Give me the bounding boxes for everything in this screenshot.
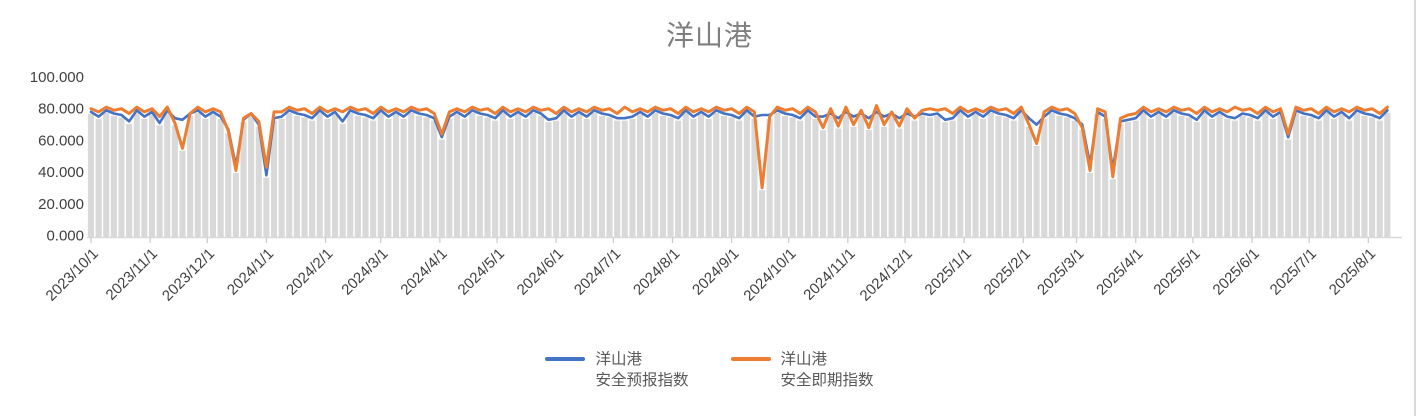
y-tick-label: 0.000 — [46, 228, 84, 245]
x-tick-label: 2024/4/1 — [397, 245, 450, 298]
x-tick-label: 2024/7/1 — [571, 245, 624, 298]
legend-label-forecast: 洋山港 安全预报指数 — [595, 349, 688, 391]
x-tick-label: 2025/6/1 — [1210, 245, 1263, 298]
series-lines — [89, 104, 1389, 190]
x-tick-label: 2023/11/1 — [103, 245, 161, 303]
x-tick-label: 2024/5/1 — [455, 245, 508, 298]
x-tick-label: 2025/8/1 — [1326, 245, 1379, 298]
x-tick-label: 2024/3/1 — [338, 245, 391, 298]
x-tick-label: 2025/7/1 — [1267, 245, 1320, 298]
x-tick-label: 2025/1/1 — [922, 245, 975, 298]
legend-label-forecast-line2: 安全预报指数 — [595, 372, 689, 389]
x-tick-label: 2024/12/1 — [857, 245, 916, 304]
chart-legend: 洋山港 安全预报指数 洋山港 安全即期指数 — [0, 349, 1419, 391]
x-tick-label: 2024/11/1 — [800, 245, 858, 303]
x-tick-label: 2023/12/1 — [159, 245, 218, 304]
series-line-spot — [89, 104, 1389, 190]
x-tick-label: 2024/10/1 — [740, 245, 799, 304]
chart-title: 洋山港 — [665, 20, 753, 51]
series-line-forecast — [89, 109, 1389, 177]
legend-label-spot: 洋山港 安全即期指数 — [781, 349, 874, 391]
y-tick-label: 100.000 — [30, 69, 84, 86]
legend-item-forecast[interactable]: 洋山港 安全预报指数 — [545, 349, 689, 391]
y-axis-labels: 0.000 20.000 40.000 60.000 80.000 100.000 — [30, 69, 84, 245]
x-tick-label: 2024/2/1 — [283, 245, 336, 298]
y-tick-label: 60.000 — [38, 132, 84, 149]
y-tick-label: 20.000 — [38, 196, 84, 213]
background-bars — [87, 112, 1391, 238]
x-tick-label: 2025/4/1 — [1093, 245, 1146, 298]
legend-label-forecast-line1: 洋山港 — [595, 351, 642, 368]
y-tick-label: 80.000 — [38, 101, 84, 118]
legend-label-spot-line1: 洋山港 — [780, 351, 828, 368]
legend-label-spot-line2: 安全即期指数 — [780, 372, 874, 389]
x-tick-label: 2025/3/1 — [1034, 245, 1087, 298]
x-tick-label: 2024/6/1 — [514, 245, 567, 298]
legend-line-swatch-spot — [730, 357, 771, 361]
pane-divider-line — [1414, 0, 1416, 416]
x-tick-label: 2024/1/1 — [224, 245, 277, 298]
x-tick-label: 2025/5/1 — [1150, 245, 1203, 298]
legend-item-spot[interactable]: 洋山港 安全即期指数 — [730, 349, 874, 391]
x-tick-label: 2024/8/1 — [630, 245, 683, 298]
y-tick-label: 40.000 — [38, 164, 84, 181]
x-tick-label: 2024/9/1 — [689, 245, 742, 298]
x-tick-label: 2023/10/1 — [43, 245, 102, 304]
legend-line-swatch-forecast — [545, 357, 586, 361]
x-tick-label: 2025/2/1 — [981, 245, 1034, 298]
